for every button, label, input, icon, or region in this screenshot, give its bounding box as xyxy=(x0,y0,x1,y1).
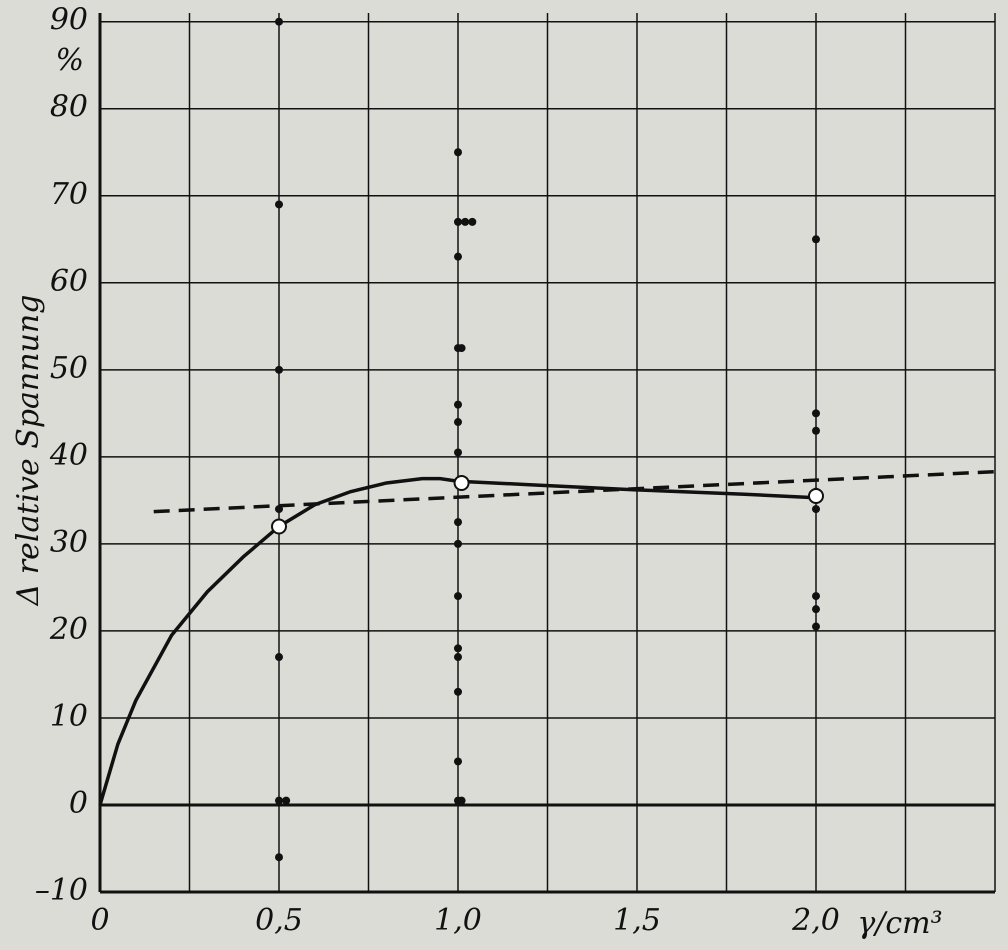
point xyxy=(275,796,283,805)
point xyxy=(468,217,477,226)
y-tick-label: 30 xyxy=(50,525,88,560)
dashed-line xyxy=(153,469,996,514)
open-point xyxy=(271,518,287,535)
y-tick-label: 50 xyxy=(50,351,88,386)
point xyxy=(275,853,283,862)
point xyxy=(275,200,283,209)
point xyxy=(275,365,283,374)
point xyxy=(275,653,283,662)
point xyxy=(812,505,820,514)
point xyxy=(454,518,462,527)
point xyxy=(457,344,466,353)
point xyxy=(454,592,462,601)
y-axis-label: Δ relative Spannung xyxy=(11,295,46,607)
y-tick-label: 20 xyxy=(49,612,88,647)
point xyxy=(812,235,820,244)
x-tick-label: 0 xyxy=(90,903,109,938)
open-point xyxy=(808,488,824,505)
point xyxy=(812,409,820,418)
y-tick-label: 40 xyxy=(49,438,88,473)
point xyxy=(454,148,462,157)
y-tick-label: 0 xyxy=(69,786,88,821)
point xyxy=(275,505,283,514)
point xyxy=(812,426,820,435)
point xyxy=(812,622,820,631)
point xyxy=(454,418,462,427)
x-axis-label: γ/cm³ xyxy=(857,906,942,941)
point xyxy=(454,252,462,261)
y-tick-label: 80 xyxy=(50,90,88,125)
point xyxy=(454,644,462,653)
point xyxy=(454,217,462,226)
y-tick-label: 60 xyxy=(50,264,88,299)
y-tick-label: 90 xyxy=(50,3,88,38)
point xyxy=(812,592,820,601)
point xyxy=(454,687,462,696)
curve xyxy=(98,476,817,806)
point xyxy=(454,539,462,548)
point xyxy=(282,796,291,805)
point xyxy=(454,400,462,409)
open-point xyxy=(453,474,470,491)
point xyxy=(454,448,462,457)
point xyxy=(812,605,820,614)
y-tick-label: –10 xyxy=(35,873,88,908)
point xyxy=(275,17,283,26)
y-unit: % xyxy=(55,43,84,78)
y-tick-label: 70 xyxy=(50,177,88,212)
y-tick-label: 10 xyxy=(50,699,88,734)
point xyxy=(454,653,462,662)
point xyxy=(454,757,462,766)
x-tick-label: 0,5 xyxy=(255,903,303,938)
x-tick-label: 2,0 xyxy=(791,903,840,938)
point xyxy=(461,217,470,226)
point xyxy=(457,796,466,805)
x-tick-label: 1,5 xyxy=(613,903,661,938)
x-tick-label: 1,0 xyxy=(434,903,482,938)
